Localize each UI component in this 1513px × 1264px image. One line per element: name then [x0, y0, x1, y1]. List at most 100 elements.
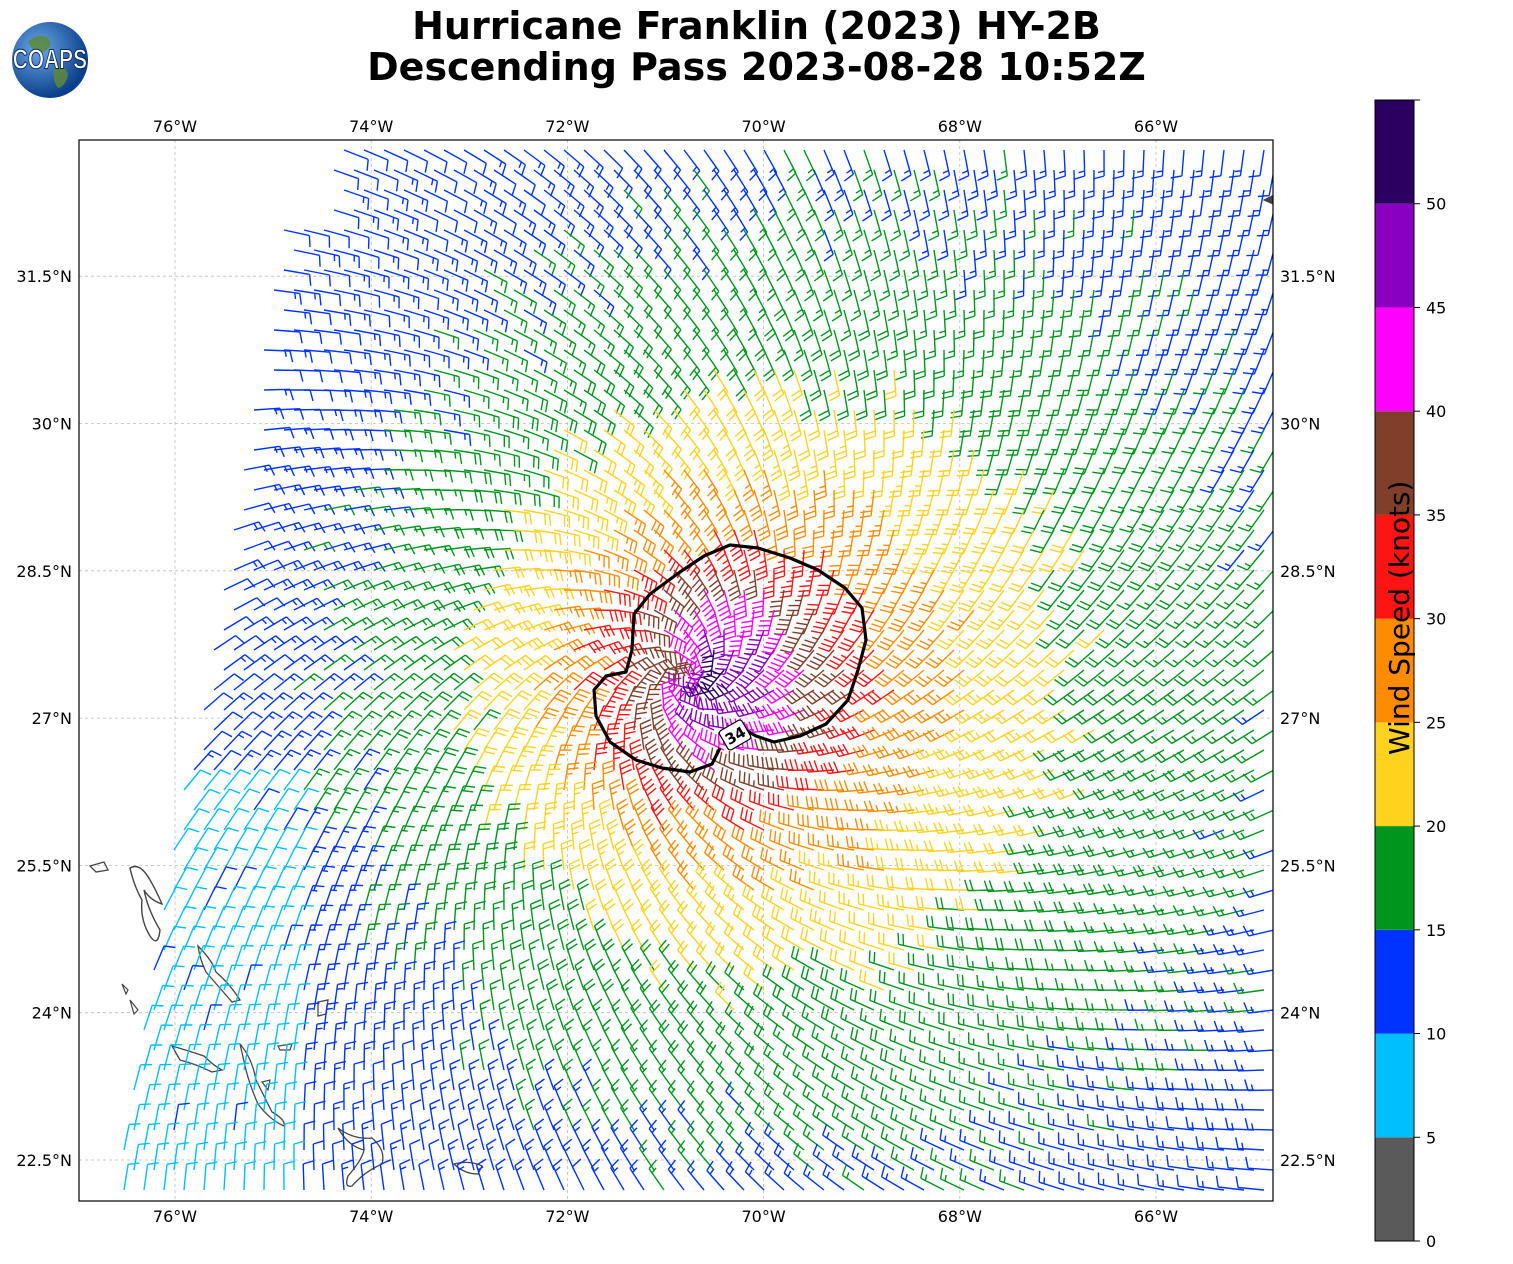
wind-barb [889, 469, 905, 498]
wind-barb [583, 429, 607, 455]
wind-barb [453, 329, 480, 351]
wind-barb [881, 189, 892, 222]
wind-barb [1058, 329, 1075, 358]
wind-barb [503, 429, 530, 450]
wind-barb [872, 430, 885, 460]
island-andros-2 [88, 861, 109, 873]
wind-barb [1200, 429, 1225, 454]
wind-barb [1059, 289, 1075, 319]
wind-barb [323, 504, 356, 516]
wind-barb [836, 389, 849, 422]
wind-barb [493, 409, 520, 430]
wind-barb [523, 309, 548, 335]
wind-barb [874, 389, 887, 421]
wind-barb [473, 249, 498, 274]
wind-barb [919, 149, 931, 182]
wind-barb [663, 469, 683, 500]
wind-barb [583, 149, 604, 179]
wind-barb [283, 269, 312, 286]
wind-barb [593, 409, 616, 436]
wind-barb [693, 489, 710, 521]
wind-barb [845, 409, 858, 441]
wind-barb [1110, 229, 1125, 259]
wind-barb [283, 541, 316, 552]
wind-barb [1187, 529, 1215, 552]
wind-barb [763, 229, 777, 262]
wind-barb [713, 489, 728, 522]
wind-barb [1047, 349, 1065, 378]
wind-barb [1140, 469, 1165, 494]
wind-barb [1138, 509, 1165, 533]
wind-barb [1110, 489, 1135, 514]
wind-barb [753, 289, 767, 322]
wind-barb [363, 349, 392, 366]
wind-barb [383, 229, 410, 251]
wind-barb [1178, 209, 1195, 238]
wind-barb [743, 389, 757, 422]
wind-barb [965, 469, 985, 496]
wind-barb [1161, 429, 1185, 455]
wind-barb [796, 469, 809, 501]
wind-barb [693, 169, 710, 201]
wind-barb [846, 369, 860, 402]
wind-barb [1128, 529, 1155, 553]
wind-barb [703, 149, 720, 181]
wind-barb [423, 429, 452, 445]
wind-barb [523, 149, 546, 177]
wind-barb [553, 369, 577, 395]
wind-barb [573, 529, 600, 550]
wind-barb [1154, 369, 1175, 396]
wind-barb [623, 229, 643, 259]
wind-barb [922, 369, 935, 400]
wind-barb [793, 329, 804, 362]
wind-barb [935, 269, 948, 301]
wind-barb [830, 509, 845, 539]
wind-barb [463, 229, 488, 254]
wind-barb [969, 389, 985, 419]
wind-barb [919, 189, 931, 222]
wind-barb [944, 289, 957, 321]
wind-barb [800, 349, 813, 382]
wind-barb [403, 309, 430, 329]
wind-barbs [123, 149, 1273, 1191]
wind-barb [483, 189, 507, 215]
wind-barb [643, 389, 664, 419]
wind-barb [243, 540, 276, 551]
wind-barb [263, 349, 294, 363]
wind-barb [1033, 189, 1046, 221]
wind-barb [843, 449, 856, 481]
wind-barb [1173, 369, 1195, 396]
wind-barb [909, 209, 921, 242]
wind-barb [493, 209, 517, 235]
wind-barb [333, 209, 360, 230]
wind-barb [1138, 249, 1155, 278]
wind-barb [1148, 229, 1165, 258]
wind-barb [828, 369, 841, 402]
wind-barb [932, 529, 955, 555]
wind-barb [263, 540, 296, 552]
wind-barb [943, 329, 956, 360]
wind-barb [870, 249, 882, 282]
wind-barb [633, 529, 657, 556]
wind-barb [1148, 529, 1175, 552]
wind-barb [603, 229, 624, 259]
wind-barb [373, 369, 402, 386]
wind-barb [503, 509, 533, 525]
wind-barb [613, 209, 634, 239]
wind-barb [453, 169, 478, 194]
wind-barb [768, 489, 781, 522]
wind-barb [463, 469, 492, 485]
wind-barb [643, 349, 663, 379]
wind-barb [453, 409, 481, 428]
wind-barb [443, 309, 469, 331]
wind-barb [683, 509, 701, 541]
wind-barb [875, 529, 895, 556]
wind-barb [1015, 149, 1028, 181]
wind-barb [363, 149, 389, 172]
wind-barb [749, 489, 763, 522]
wind-barb [1199, 169, 1215, 198]
wind-barb [729, 529, 744, 562]
wind-barb [984, 249, 996, 281]
wind-barb [826, 409, 839, 442]
gridlines [79, 140, 1273, 1201]
